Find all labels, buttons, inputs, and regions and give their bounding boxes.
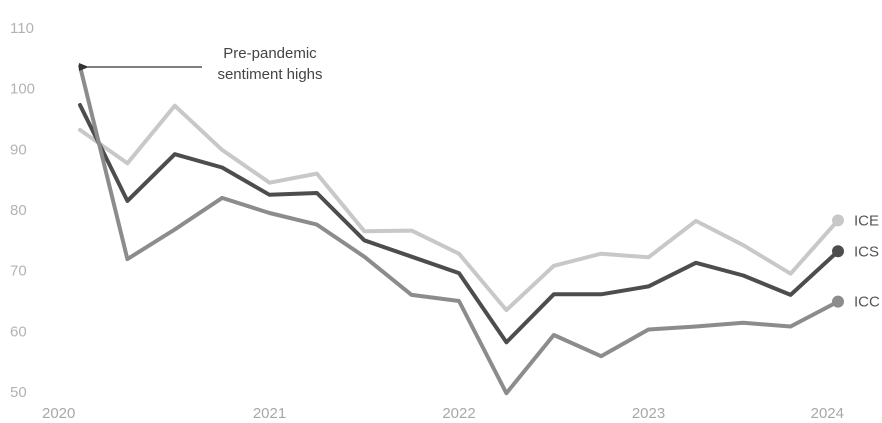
y-axis: 110 100 90 80 70 60 50: [10, 20, 35, 401]
x-tick-label: 2022: [442, 405, 475, 422]
series-label-ice: ICE: [854, 212, 879, 229]
y-tick-label: 80: [10, 202, 27, 219]
series-line-ics: [78, 103, 840, 345]
y-tick-label: 110: [10, 20, 34, 37]
series-label-icc: ICC: [854, 294, 880, 311]
series-end-point-ics: [832, 245, 844, 258]
annotation: Pre-pandemic sentiment highs: [79, 45, 323, 83]
annotation-text-line-1: Pre-pandemic: [223, 45, 317, 62]
y-tick-label: 100: [10, 81, 35, 98]
x-tick-label: 2023: [632, 405, 665, 422]
x-tick-label: 2024: [811, 405, 844, 422]
x-tick-label: 2021: [253, 405, 286, 422]
series-label-ics: ICS: [854, 243, 879, 260]
series-line-icc: [78, 64, 840, 396]
y-tick-label: 60: [10, 323, 27, 340]
x-axis: 2020 2021 2022 2023 2024: [42, 405, 844, 422]
y-tick-label: 50: [10, 384, 27, 401]
x-tick-label: 2020: [42, 405, 75, 422]
y-tick-label: 90: [10, 141, 27, 158]
series-end-point-icc: [832, 295, 844, 308]
annotation-text-line-2: sentiment highs: [217, 66, 322, 83]
plot-area: ICE ICS ICC: [78, 64, 880, 396]
y-tick-label: 70: [10, 263, 27, 280]
series-line-ice: [78, 103, 840, 313]
series-end-point-ice: [832, 214, 844, 227]
